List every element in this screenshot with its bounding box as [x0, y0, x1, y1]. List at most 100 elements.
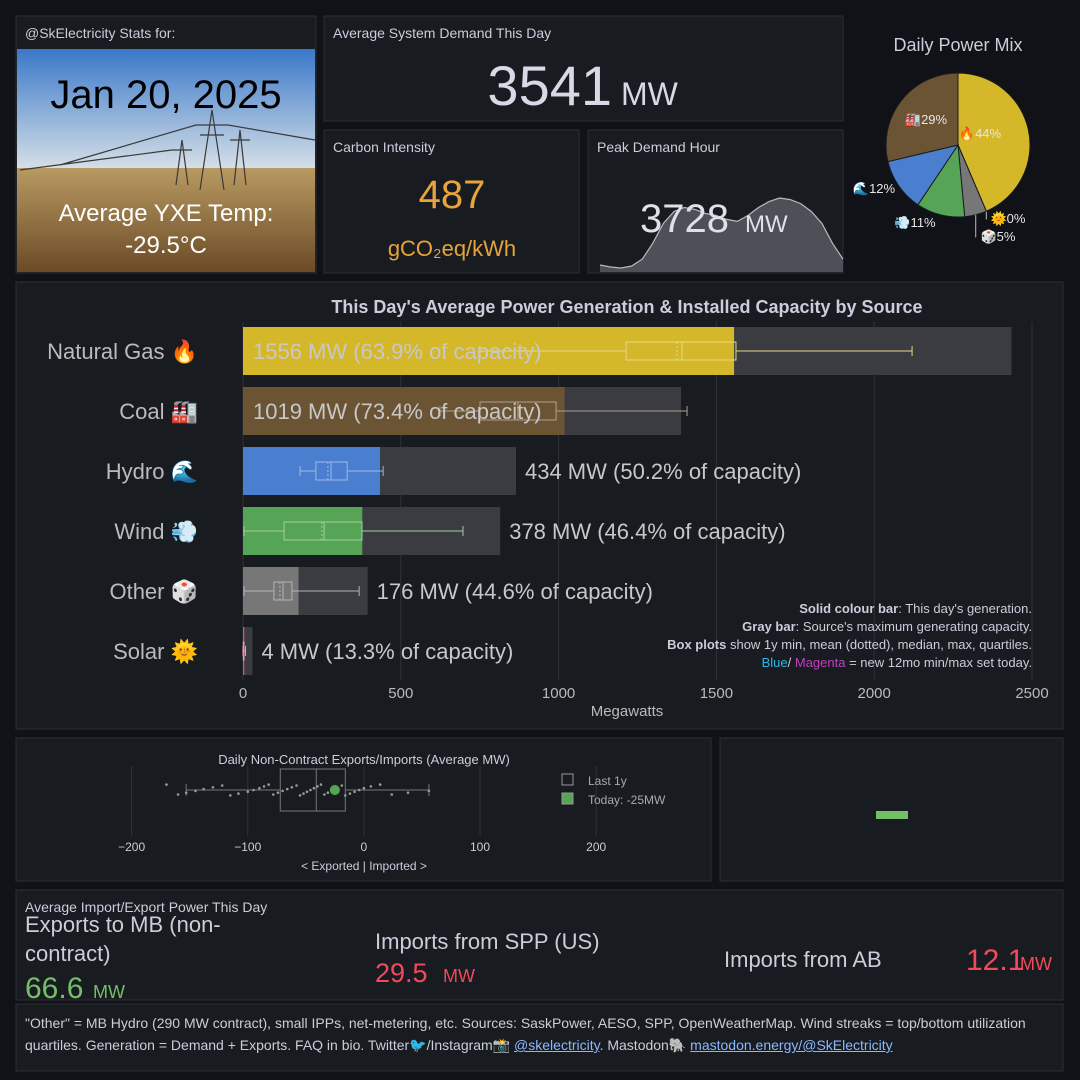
pie-label: 🏭29%	[905, 112, 948, 127]
carbon-unit: gCO₂eq/kWh	[388, 236, 516, 261]
point	[272, 793, 275, 796]
panel	[323, 15, 844, 122]
point	[298, 794, 302, 797]
x-tick-label: 2500	[1015, 685, 1048, 702]
note-part: /	[788, 655, 795, 670]
sparkline	[599, 197, 844, 269]
panel-title: Average System Demand This Day	[333, 25, 551, 41]
today-point	[328, 784, 341, 796]
text-box: Exports to MB (non-contract)	[25, 910, 280, 968]
legend-swatch	[561, 792, 574, 805]
link[interactable]: @skelectricity	[514, 1037, 600, 1053]
date: Jan 20, 2025	[50, 73, 281, 117]
point	[305, 790, 309, 794]
note-part: Gray bar	[742, 619, 795, 634]
point	[348, 792, 352, 795]
temp-label: Average YXE Temp:	[59, 200, 274, 227]
panel	[323, 129, 580, 274]
point	[316, 785, 319, 788]
placeholder-bar	[876, 811, 908, 819]
point	[309, 788, 312, 792]
box	[283, 521, 363, 541]
x-tick-label: 0	[361, 840, 368, 854]
capacity-bar	[243, 627, 253, 675]
box	[279, 768, 346, 812]
flow-value: 29.5	[375, 958, 428, 988]
point	[202, 787, 205, 791]
point	[340, 784, 344, 787]
point	[344, 794, 347, 797]
panel	[15, 1003, 1064, 1072]
pie-slice	[957, 72, 1031, 212]
flow-label: Exports to MB (non-contract)	[25, 912, 221, 966]
point	[258, 786, 261, 790]
photo-towers	[19, 109, 316, 191]
x-tick-label: 100	[470, 840, 490, 854]
point	[362, 786, 366, 790]
point	[369, 785, 373, 788]
note-part: show 1y min, mean (dotted), median, max,…	[726, 637, 1032, 652]
panel-title: Average Import/Export Power This Day	[25, 899, 267, 915]
point	[406, 791, 410, 794]
value-label: 176 MW (44.6% of capacity)	[377, 579, 653, 604]
point	[262, 785, 266, 788]
point	[220, 784, 224, 787]
x-tick-label: 1500	[700, 685, 733, 702]
panel-title: Carbon Intensity	[333, 139, 435, 155]
y-tick-label: Coal 🏭	[119, 399, 198, 424]
x-tick-label: 1000	[542, 685, 575, 702]
note-part: = new 12mo min/max set today.	[845, 655, 1032, 670]
x-tick-label: −200	[118, 840, 145, 854]
photo-field	[17, 168, 315, 272]
x-tick-label: 2000	[858, 685, 891, 702]
point	[165, 783, 168, 786]
x-axis-label: < Exported | Imported >	[301, 859, 427, 873]
note-part: Solid colour bar	[799, 601, 898, 616]
point	[184, 791, 188, 794]
bar	[243, 387, 565, 435]
point	[378, 783, 382, 786]
box	[625, 341, 737, 361]
note: Solid colour bar: This day's generation.	[799, 601, 1032, 616]
y-tick-label: Hydro 🌊	[106, 459, 198, 484]
panel	[15, 889, 1064, 1001]
x-axis-label: Megawatts	[591, 703, 664, 720]
note-part: Box plots	[667, 637, 726, 652]
footer-text: "Other" = MB Hydro (290 MW contract), sm…	[25, 1015, 1026, 1053]
chart-title: Daily Non-Contract Exports/Imports (Aver…	[218, 752, 510, 767]
demand-value: 3541	[487, 54, 612, 117]
point	[285, 787, 289, 791]
peak-value: 3728	[640, 197, 729, 241]
point	[211, 786, 215, 789]
point	[312, 786, 316, 790]
flow-label: Imports from SPP (US)	[375, 929, 600, 954]
point	[281, 789, 284, 793]
pie-label: 🌞0%	[991, 210, 1026, 227]
panel-title: Peak Demand Hour	[597, 139, 720, 155]
point	[246, 790, 250, 794]
flow-label: Imports from AB	[724, 947, 882, 972]
panel	[719, 737, 1064, 882]
note: Blue/ Magenta = new 12mo min/max set tod…	[762, 655, 1032, 670]
footer-text: . Mastodon🐘	[599, 1037, 691, 1053]
value-label: 1019 MW (73.4% of capacity)	[253, 399, 542, 424]
point	[176, 793, 180, 796]
x-tick-label: 0	[239, 685, 247, 702]
point	[390, 793, 394, 796]
point	[194, 789, 197, 793]
chart-title: This Day's Average Power Generation & In…	[331, 297, 922, 317]
demand-unit: MW	[621, 76, 679, 112]
pie-label: 🎲5%	[981, 229, 1016, 244]
y-tick-label: Natural Gas 🔥	[47, 339, 198, 364]
photo-sky	[17, 49, 315, 179]
text-block: Exports to MB (non-contract)	[25, 910, 280, 968]
y-tick-label: Other 🎲	[109, 579, 198, 604]
carbon-value: 487	[419, 173, 486, 217]
point	[295, 784, 298, 787]
flow-value: 12.1	[966, 944, 1024, 977]
note-part: Magenta	[795, 655, 846, 670]
link[interactable]: mastodon.energy/@SkElectricity	[690, 1037, 893, 1053]
y-tick-label: Solar 🌞	[113, 638, 198, 665]
text-box: "Other" = MB Hydro (290 MW contract), sm…	[25, 1015, 1026, 1053]
